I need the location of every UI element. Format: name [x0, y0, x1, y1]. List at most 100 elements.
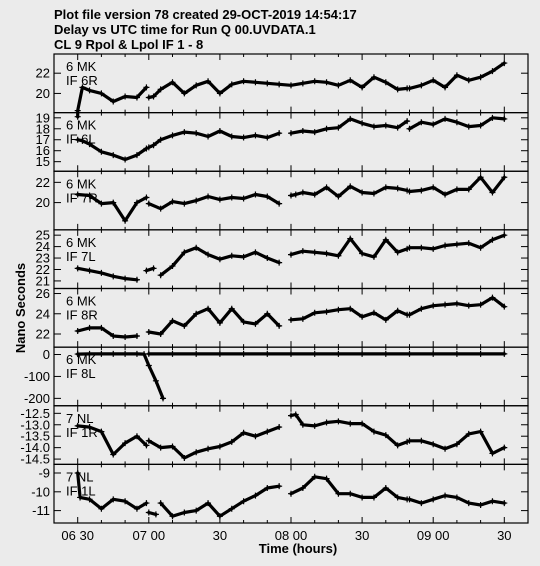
data-point	[216, 350, 223, 357]
data-point	[228, 438, 235, 445]
data-point	[406, 188, 413, 195]
data-point	[205, 133, 212, 140]
data-point	[430, 441, 437, 448]
data-point	[288, 490, 294, 497]
data-point	[323, 475, 330, 482]
data-point	[240, 253, 247, 260]
y-tick-label: 18	[36, 121, 50, 136]
data-point	[418, 244, 425, 251]
data-point	[110, 199, 117, 206]
data-point	[216, 90, 223, 97]
data-point	[359, 494, 366, 501]
data-point	[335, 124, 342, 131]
data-point	[276, 424, 283, 431]
data-point	[143, 500, 150, 507]
data-point	[335, 193, 342, 200]
data-point	[323, 184, 330, 191]
data-point	[382, 184, 389, 191]
data-point	[157, 331, 164, 338]
x-axis-label: Time (hours)	[259, 541, 338, 556]
y-tick-label: -9	[38, 466, 50, 481]
y-tick-label: 17	[36, 132, 50, 147]
data-point	[133, 276, 140, 283]
data-point	[276, 322, 283, 329]
y-tick-label: 15	[36, 154, 50, 169]
data-point	[150, 93, 157, 100]
data-point	[193, 244, 200, 251]
data-point	[382, 485, 389, 492]
x-axis-ticks: 06 30 07 00 30 08 00 30 09 00 30	[61, 528, 511, 543]
data-point	[477, 428, 484, 435]
data-point	[370, 309, 377, 316]
data-point	[193, 82, 200, 89]
data-point	[252, 320, 259, 327]
data-point	[430, 496, 437, 503]
data-point	[501, 60, 508, 67]
x-tick-label: 08 00	[275, 528, 308, 543]
data-point	[181, 322, 188, 329]
data-point	[453, 300, 460, 307]
y-tick-label: 19	[36, 110, 50, 125]
panel-antenna-label: 6 MK	[66, 352, 97, 367]
data-point	[98, 269, 105, 276]
data-point	[442, 191, 449, 198]
panel-if-label: IF 8L	[66, 366, 96, 381]
data-point	[288, 82, 294, 89]
data-point	[477, 174, 484, 181]
data-point	[143, 442, 150, 449]
data-point	[110, 350, 117, 357]
data-point	[323, 250, 330, 257]
panel-antenna-label: 7 NL	[66, 411, 93, 426]
panel-antenna-label: 6 MK	[66, 59, 97, 74]
y-axis-label: Nano Seconds	[13, 263, 28, 353]
data-point	[205, 500, 212, 507]
data-point	[347, 115, 354, 122]
data-point	[276, 200, 283, 207]
data-point	[477, 350, 484, 357]
data-point	[264, 255, 271, 262]
x-tick-label: 09 00	[417, 528, 450, 543]
data-point	[453, 186, 460, 193]
data-point	[122, 440, 129, 447]
data-point	[430, 302, 437, 309]
data-point	[292, 411, 299, 418]
data-point	[240, 498, 247, 505]
data-point	[86, 141, 93, 148]
data-point	[489, 498, 496, 505]
data-point	[501, 444, 508, 451]
data-point	[110, 496, 117, 503]
data-point	[240, 78, 247, 85]
data-point	[501, 115, 508, 122]
data-point	[347, 420, 354, 427]
data-point	[264, 428, 271, 435]
data-point	[288, 130, 294, 137]
data-point	[477, 501, 484, 508]
data-point	[145, 200, 152, 207]
data-point	[299, 80, 306, 87]
data-point	[193, 197, 200, 204]
data-point	[311, 129, 318, 136]
data-point	[359, 250, 366, 257]
data-point	[359, 350, 366, 357]
y-tick-label: -14.5	[20, 452, 50, 467]
data-point	[157, 86, 164, 93]
y-tick-label: -13.0	[20, 417, 50, 432]
data-point	[133, 199, 140, 206]
data-point	[453, 350, 460, 357]
data-point	[501, 500, 508, 507]
data-point	[418, 437, 425, 444]
y-tick-label: 23	[36, 251, 50, 266]
data-point	[169, 198, 176, 205]
data-point	[181, 454, 188, 461]
data-point	[489, 189, 496, 196]
data-point	[394, 86, 401, 93]
y-tick-label: 21	[36, 273, 50, 288]
data-point	[264, 350, 271, 357]
data-point	[264, 193, 271, 200]
data-point	[169, 317, 176, 324]
data-point	[122, 275, 129, 282]
